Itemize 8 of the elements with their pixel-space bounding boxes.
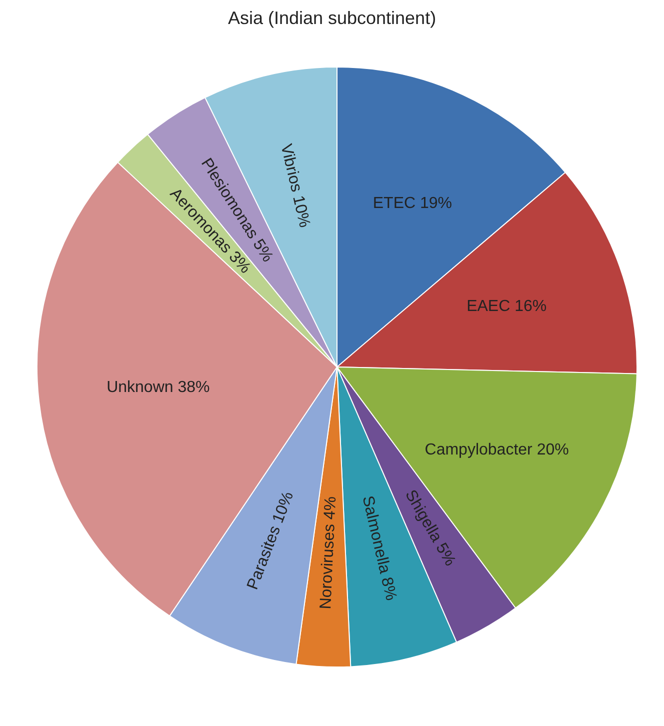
slice-label: Noroviruses 4% xyxy=(317,496,340,610)
slice-label: ETEC 19% xyxy=(372,195,452,212)
slice-label: EAEC 16% xyxy=(466,298,547,316)
chart-title: Asia (Indian subcontinent) xyxy=(226,8,438,30)
slice-label: Unknown 38% xyxy=(106,378,210,396)
slice-label: Campylobacter 20% xyxy=(424,441,569,458)
slice-label: Salmonella 8% xyxy=(358,494,400,602)
slice-label: Vibrios 10% xyxy=(277,142,313,230)
